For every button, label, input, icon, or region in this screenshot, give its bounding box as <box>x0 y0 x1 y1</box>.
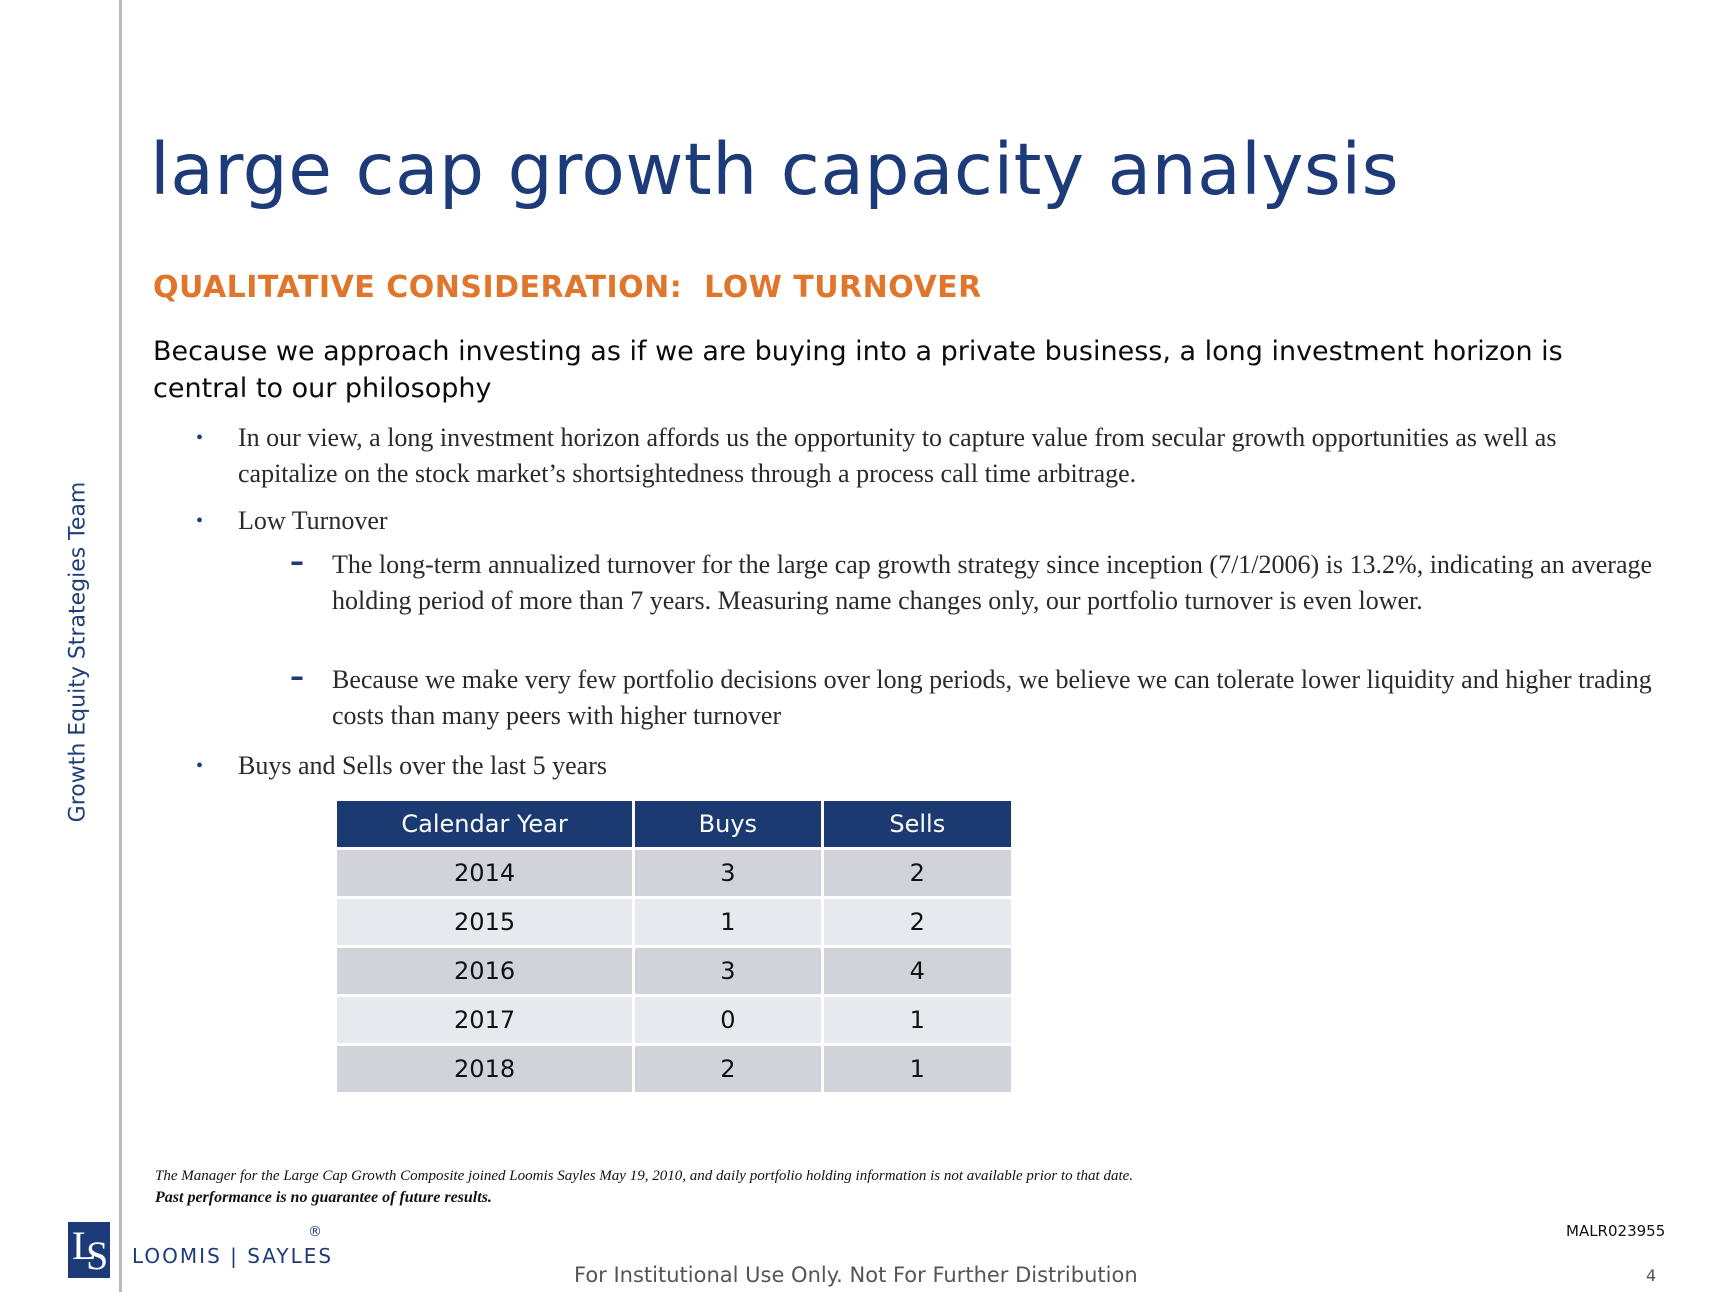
logo-wordmark: LOOMIS | SAYLES <box>132 1244 334 1268</box>
bullet-dot-icon: • <box>196 755 204 777</box>
sub-bullet-text: Because we make very few portfolio decis… <box>332 665 1652 730</box>
cell-year: 2018 <box>337 1046 633 1092</box>
left-divider-line <box>119 0 122 1292</box>
cell-year: 2015 <box>337 899 633 945</box>
cell-buys: 1 <box>635 899 821 945</box>
dash-icon: – <box>290 660 304 693</box>
dash-icon: – <box>290 545 304 578</box>
cell-year: 2017 <box>337 997 633 1043</box>
registered-mark: ® <box>308 1224 322 1240</box>
cell-sells: 4 <box>823 948 1011 994</box>
page-title: large cap growth capacity analysis <box>150 128 1400 211</box>
table-header-row: Calendar Year Buys Sells <box>337 801 1011 847</box>
bullet-text: In our view, a long investment horizon a… <box>238 423 1557 488</box>
bullet-item: • Low Turnover <box>196 503 796 539</box>
sub-bullet-item: – Because we make very few portfolio dec… <box>290 660 1670 734</box>
document-id: MALR023955 <box>1566 1222 1666 1240</box>
table-row: 2015 1 2 <box>337 899 1011 945</box>
buys-sells-table: Calendar Year Buys Sells 2014 3 2 2015 1… <box>334 798 1014 1095</box>
table-row: 2016 3 4 <box>337 948 1011 994</box>
page-number: 4 <box>1646 1266 1657 1285</box>
cell-sells: 2 <box>823 899 1011 945</box>
bullet-text: Buys and Sells over the last 5 years <box>238 751 607 780</box>
bullet-text: Low Turnover <box>238 506 388 535</box>
logo-mark: L S <box>68 1222 110 1278</box>
header-calendar-year: Calendar Year <box>337 801 633 847</box>
cell-buys: 3 <box>635 850 821 896</box>
cell-sells: 2 <box>823 850 1011 896</box>
cell-year: 2016 <box>337 948 633 994</box>
disclaimer: Past performance is no guarantee of futu… <box>155 1189 492 1206</box>
side-label: Growth Equity Strategies Team <box>65 481 91 823</box>
footer-notice: For Institutional Use Only. Not For Furt… <box>574 1263 1138 1287</box>
footnote: The Manager for the Large Cap Growth Com… <box>155 1168 1134 1184</box>
bullet-item: • Buys and Sells over the last 5 years <box>196 748 896 784</box>
cell-buys: 2 <box>635 1046 821 1092</box>
cell-buys: 0 <box>635 997 821 1043</box>
company-logo: L S LOOMIS | SAYLES ® <box>68 1222 338 1282</box>
bullet-item: • In our view, a long investment horizon… <box>196 420 1656 492</box>
section-subhead: QUALITATIVE CONSIDERATION: LOW TURNOVER <box>153 270 982 305</box>
table-row: 2014 3 2 <box>337 850 1011 896</box>
bullet-dot-icon: • <box>196 510 204 532</box>
cell-sells: 1 <box>823 997 1011 1043</box>
header-buys: Buys <box>635 801 821 847</box>
table-row: 2018 2 1 <box>337 1046 1011 1092</box>
sub-bullet-item: – The long-term annualized turnover for … <box>290 545 1670 655</box>
lead-paragraph: Because we approach investing as if we a… <box>153 336 1563 404</box>
sub-bullet-text: The long-term annualized turnover for th… <box>332 550 1653 615</box>
table-row: 2017 0 1 <box>337 997 1011 1043</box>
cell-year: 2014 <box>337 850 633 896</box>
cell-sells: 1 <box>823 1046 1011 1092</box>
header-sells: Sells <box>823 801 1011 847</box>
bullet-dot-icon: • <box>196 427 204 449</box>
cell-buys: 3 <box>635 948 821 994</box>
